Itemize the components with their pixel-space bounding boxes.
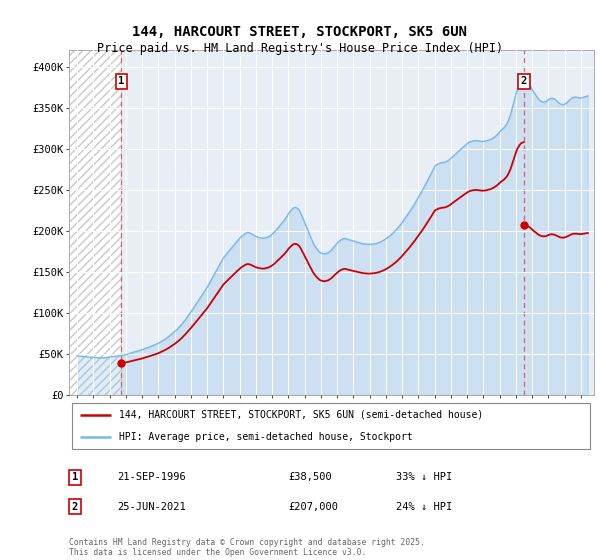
Bar (69, 50, 121, 395)
Text: 1: 1 (118, 76, 124, 86)
Text: 2: 2 (521, 76, 527, 86)
Text: 21-SEP-1996: 21-SEP-1996 (117, 472, 186, 482)
Text: £207,000: £207,000 (288, 502, 338, 512)
Text: 25-JUN-2021: 25-JUN-2021 (117, 502, 186, 512)
Text: 144, HARCOURT STREET, STOCKPORT, SK5 6UN (semi-detached house): 144, HARCOURT STREET, STOCKPORT, SK5 6UN… (119, 410, 483, 420)
Text: 33% ↓ HPI: 33% ↓ HPI (396, 472, 452, 482)
Text: HPI: Average price, semi-detached house, Stockport: HPI: Average price, semi-detached house,… (119, 432, 413, 442)
Text: £38,500: £38,500 (288, 472, 332, 482)
Text: 2: 2 (72, 502, 78, 512)
Text: Contains HM Land Registry data © Crown copyright and database right 2025.
This d: Contains HM Land Registry data © Crown c… (69, 538, 425, 557)
Text: 24% ↓ HPI: 24% ↓ HPI (396, 502, 452, 512)
Text: 1: 1 (72, 472, 78, 482)
FancyBboxPatch shape (71, 404, 590, 449)
Text: 144, HARCOURT STREET, STOCKPORT, SK5 6UN: 144, HARCOURT STREET, STOCKPORT, SK5 6UN (133, 25, 467, 39)
Text: Price paid vs. HM Land Registry's House Price Index (HPI): Price paid vs. HM Land Registry's House … (97, 42, 503, 55)
